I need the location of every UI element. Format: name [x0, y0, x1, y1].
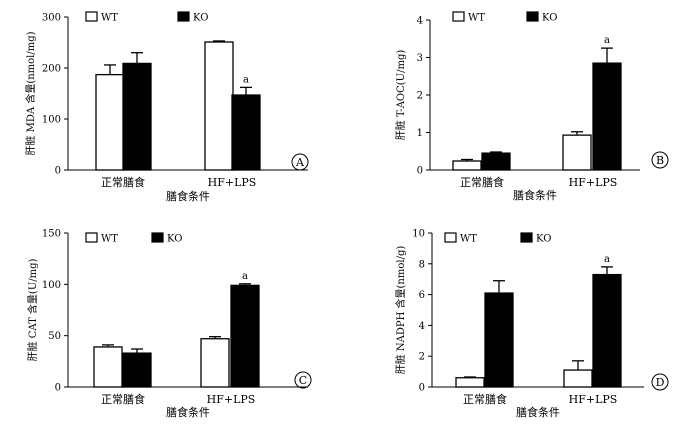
panel-d: 0 2 4 6 8 10 a 正常膳食 HF+LPS 膳食条件 肝脏 NADPH 含量(nmol/g… [394, 229, 669, 419]
y-tick-label: 10 [412, 229, 425, 240]
x-axis-title: 膳食条件 [166, 405, 210, 419]
y-tick-label: 100 [42, 280, 61, 291]
bar-ko-normal [484, 292, 514, 388]
x-tick-label: 正常膳食 [101, 175, 145, 189]
x-axis-title: 膳食条件 [516, 405, 560, 419]
bar-ko-normal [122, 352, 152, 388]
legend-swatch-ko [520, 232, 533, 243]
legend-label-wt: WT [468, 13, 485, 24]
y-tick-label: 200 [42, 64, 61, 75]
y-tick-label: 1 [417, 128, 423, 139]
y-tick-label: 0 [55, 383, 61, 394]
panel-badge-label: B [656, 154, 664, 167]
legend-label-ko: KO [542, 13, 557, 24]
x-tick-label: 正常膳食 [460, 175, 504, 189]
legend-swatch-wt [85, 232, 98, 243]
bar-wt-hf-lps [563, 369, 593, 388]
y-tick-label: 0 [55, 166, 61, 177]
y-tick-label: 300 [42, 13, 61, 24]
x-tick-label: 正常膳食 [463, 392, 507, 406]
significance-label: a [242, 271, 248, 282]
legend-swatch-wt [452, 11, 465, 22]
bar-wt-hf-lps [204, 41, 234, 171]
legend-label-ko: KO [167, 234, 182, 245]
x-tick-label: HF+LPS [208, 176, 257, 189]
legend-swatch-ko [151, 232, 164, 243]
y-tick-label: 6 [419, 290, 425, 301]
y-tick-label: 4 [417, 16, 423, 27]
legend-label-ko: KO [536, 234, 551, 245]
bar-ko-hf-lps [592, 62, 622, 171]
x-axis-title: 膳食条件 [166, 189, 210, 203]
legend-label-wt: WT [101, 13, 118, 24]
x-tick-label: HF+LPS [569, 393, 618, 406]
y-axis-title: 肝脏 T-AOC(U/mg) [394, 50, 407, 141]
bar-wt-normal [452, 160, 482, 171]
bar-wt-hf-lps [200, 338, 230, 388]
y-tick-label: 2 [417, 91, 423, 102]
significance-label: a [604, 35, 610, 46]
y-tick-label: 100 [42, 115, 61, 126]
bar-ko-hf-lps [230, 284, 260, 388]
legend-swatch-ko [177, 11, 190, 22]
y-tick-label: 50 [48, 331, 61, 342]
y-axis-title: 肝脏 NADPH 含量(nmol/g) [394, 246, 407, 375]
significance-label: a [243, 74, 249, 85]
legend-swatch-wt [85, 11, 98, 22]
bar-ko-hf-lps [231, 94, 261, 171]
legend-label-wt: WT [460, 234, 477, 245]
x-tick-label: 正常膳食 [101, 392, 145, 406]
bar-ko-normal [122, 62, 152, 171]
y-tick-label: 4 [419, 321, 425, 332]
y-axis-title: 肝脏 MDA 含量(nmol/mg) [24, 31, 37, 155]
x-axis-title: 膳食条件 [513, 188, 557, 202]
panel-badge-circle [651, 373, 669, 391]
x-tick-label: HF+LPS [207, 393, 256, 406]
bar-ko-hf-lps [592, 273, 622, 388]
bar-wt-normal [95, 73, 125, 171]
bar-ko-normal [481, 152, 511, 171]
bar-wt-normal [455, 377, 485, 388]
panel-badge-circle [291, 153, 309, 171]
bar-wt-hf-lps [562, 134, 592, 171]
bar-wt-normal [93, 346, 123, 388]
y-tick-label: 8 [419, 259, 425, 270]
y-axis-title: 肝脏 CAT 含量(U/mg) [26, 258, 39, 361]
y-tick-label: 3 [417, 53, 423, 64]
panel-badge-circle [294, 371, 312, 389]
panel-badge-label: C [299, 374, 307, 387]
panel-b: 0 1 2 3 4 a 正常膳食 HF+LPS 膳食条件 肝脏 T-AOC(U/mg) WT KO B [394, 11, 669, 202]
y-tick-label: 0 [419, 383, 425, 394]
significance-label: a [604, 254, 610, 265]
y-tick-label: 2 [419, 352, 425, 363]
y-tick-label: 150 [42, 229, 61, 240]
panel-badge-circle [651, 151, 669, 169]
panel-badge-label: A [295, 156, 305, 169]
panel-badge-label: D [656, 376, 665, 389]
legend-label-wt: WT [101, 234, 118, 245]
legend-swatch-ko [526, 11, 539, 22]
y-tick-label: 0 [417, 166, 423, 177]
x-tick-label: HF+LPS [569, 176, 618, 189]
legend-label-ko: KO [193, 13, 208, 24]
legend-swatch-wt [444, 232, 457, 243]
